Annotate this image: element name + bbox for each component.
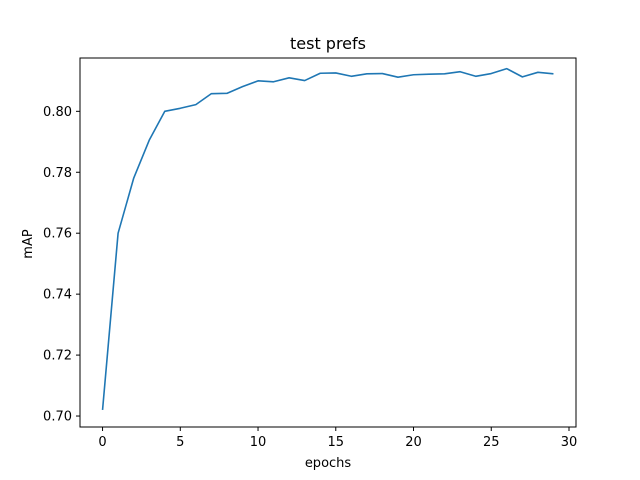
plot-area [101,67,554,411]
y-tick-label: 0.78 [43,166,72,181]
y-tick-label: 0.76 [43,227,72,242]
y-tick-label: 0.70 [43,410,72,425]
plot-frame [79,57,577,428]
y-tick-label: 0.74 [43,288,72,303]
series-line-0 [101,67,554,411]
y-axis-label: mAP [21,229,36,259]
x-tick-label: 0 [98,435,106,450]
x-tick-label: 5 [176,435,184,450]
x-tick-label: 10 [250,435,267,450]
y-tick-label: 0.72 [43,349,72,364]
y-axis-ticks: 0.70 0.72 0.74 0.76 0.78 0.80 [43,105,80,425]
x-tick-label: 15 [328,435,345,450]
x-axis-ticks: 0 5 10 15 20 25 30 [98,427,577,450]
x-tick-label: 20 [405,435,422,450]
chart-title: test prefs [290,34,366,53]
x-tick-label: 25 [483,435,500,450]
y-tick-label: 0.80 [43,105,72,120]
x-axis-label: epochs [305,456,352,471]
x-tick-label: 30 [561,435,578,450]
